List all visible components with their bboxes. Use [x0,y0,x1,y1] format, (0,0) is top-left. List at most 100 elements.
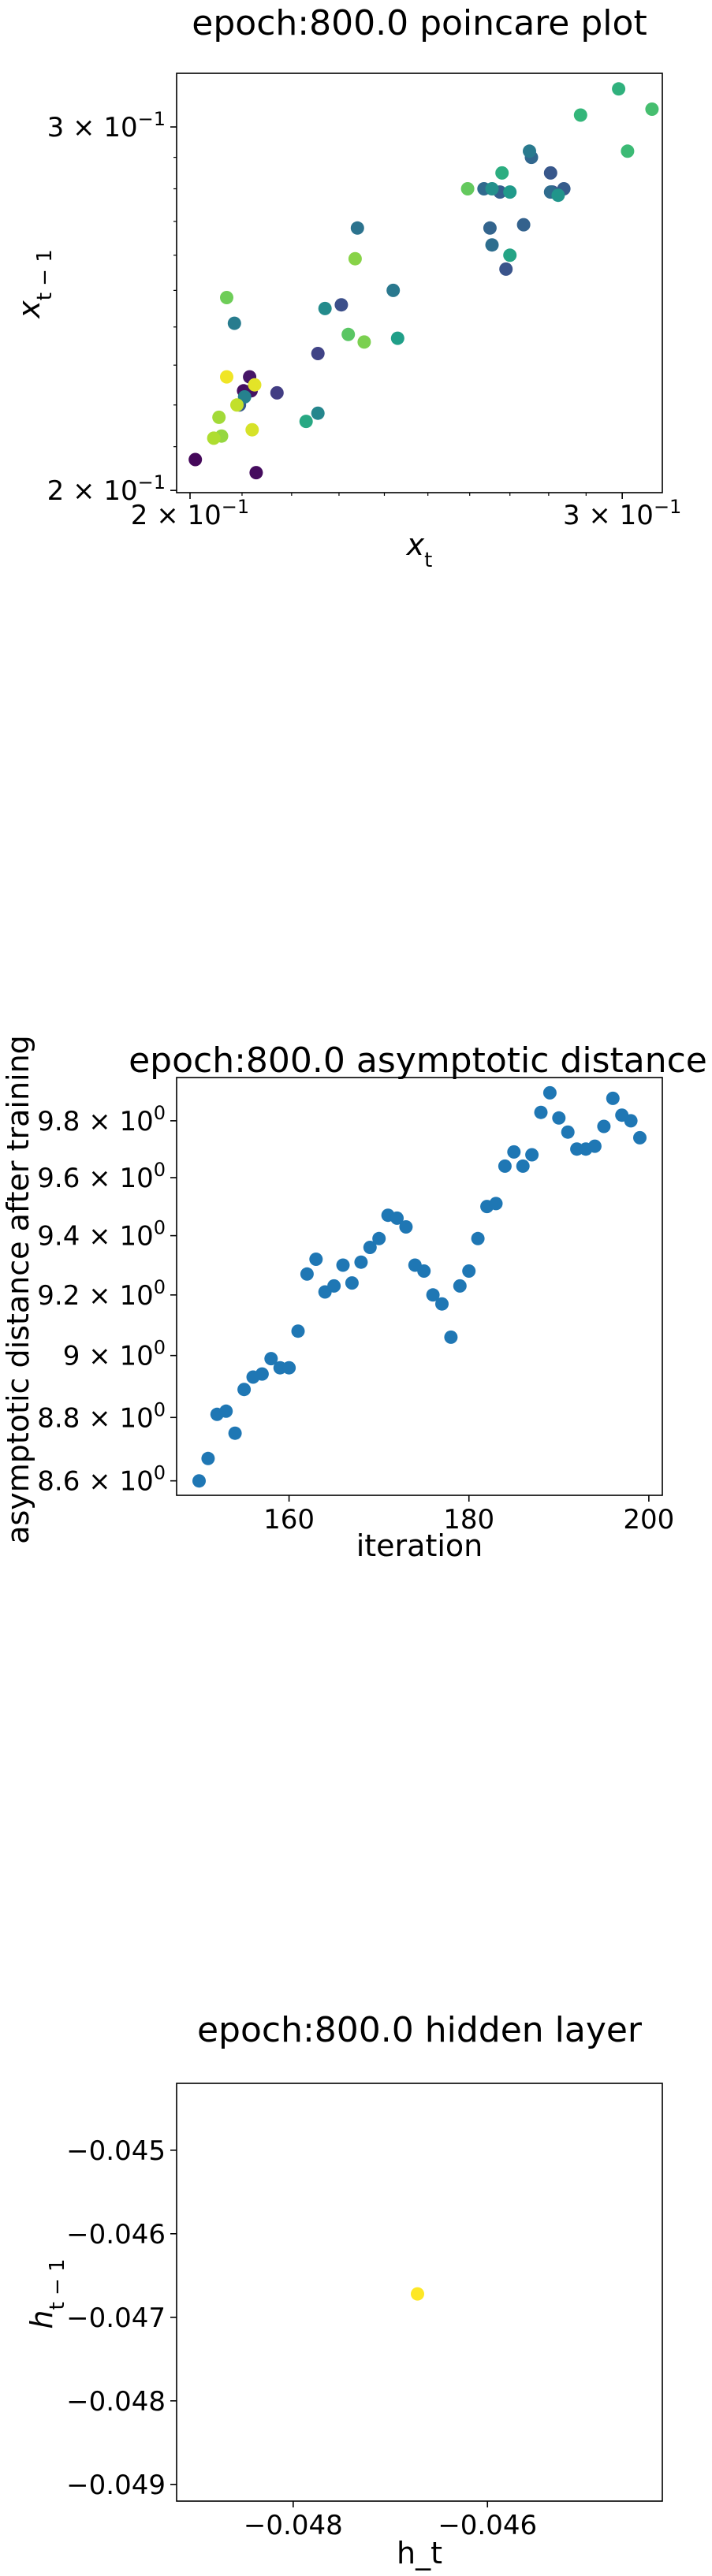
distance-point [453,1279,467,1293]
poincare-point [390,331,404,345]
distance-point [516,1159,530,1173]
distance-point [534,1105,548,1119]
poincare-point [334,298,349,312]
poincare-point [543,166,557,180]
asymptotic-distance-plot: epoch:800.0 asymptotic distance 160 180 20… [1,1035,707,1563]
poincare-point [311,347,325,360]
distance-point [219,1404,233,1418]
poincare-plot-frame [176,73,663,493]
asymptotic-distance-title: epoch:800.0 asymptotic distance [129,1040,707,1081]
poincare-xtick-label: 3 × 10−1 [563,496,681,531]
distance-point [633,1130,647,1145]
asymptotic-distance-axes: 160 180 200 8.6 × 100 8.8 × 100 9 × 100 9.2 × … [37,1102,674,1536]
distance-point [237,1383,252,1397]
poincare-point [503,248,517,262]
distance-point [201,1451,215,1465]
distance-point [435,1297,449,1311]
hidden-layer-xlabel: h_t [397,2536,442,2570]
hidden-xtick-label: −0.046 [438,2510,537,2541]
distance-xtick-label: 160 [263,1504,315,1536]
poincare-point [516,218,531,232]
poincare-point [460,182,475,195]
poincare-point [341,327,356,341]
distance-point [444,1330,458,1344]
poincare-point [207,431,221,445]
hidden-ytick-label: −0.047 [66,2302,166,2334]
hidden-ytick-label: −0.045 [66,2135,166,2167]
poincare-plot-ylabel: xt − 1 [12,249,57,319]
hidden-xtick-label: −0.048 [244,2510,343,2541]
distance-xtick-label: 200 [623,1504,674,1536]
poincare-point [485,182,499,195]
distance-point [336,1258,350,1272]
distance-point [291,1324,305,1338]
distance-point [228,1426,242,1440]
hidden-layer-axes: −0.048 −0.046 −0.045 −0.046 −0.047 −0.048 −0.0… [66,2135,537,2541]
distance-ytick-label: 9.6 × 100 [37,1159,166,1194]
poincare-point [348,251,362,266]
distance-point [345,1276,359,1290]
distance-point [327,1279,341,1293]
distance-point [561,1125,575,1139]
distance-ytick-label: 9.2 × 100 [37,1276,166,1312]
poincare-point [227,316,241,330]
poincare-point [230,398,244,412]
poincare-point [499,262,513,276]
distance-point [426,1288,440,1302]
distance-point [597,1119,611,1134]
poincare-point [645,102,659,116]
distance-point [606,1091,620,1105]
hidden-layer-frame [176,2083,663,2502]
poincare-point [220,370,233,384]
distance-ytick-label: 8.8 × 100 [37,1398,166,1434]
distance-point [587,1139,602,1153]
poincare-point [573,108,587,122]
poincare-point [248,378,262,392]
asymptotic-distance-frame [176,1077,663,1496]
poincare-point [318,301,332,315]
poincare-point [311,406,325,420]
distance-point [417,1264,431,1278]
poincare-point [299,415,313,429]
poincare-point [357,335,371,349]
asymptotic-distance-ylabel: asymptotic distance after training [1,1035,35,1544]
distance-point [525,1148,539,1162]
poincare-point [350,221,364,235]
distance-point [255,1367,269,1381]
distance-point [624,1114,638,1128]
poincare-plot-title: epoch:800.0 poincare plot [192,3,647,43]
distance-point [471,1231,485,1245]
poincare-point [386,283,401,297]
poincare-point [188,452,203,467]
poincare-point [621,144,635,158]
poincare-ytick-label: 3 × 10−1 [47,108,166,143]
poincare-xtick-label: 2 × 10−1 [131,496,249,531]
asymptotic-distance-xlabel: iteration [356,1528,483,1563]
distance-point [309,1253,323,1266]
hidden-layer-title: epoch:800.0 hidden layer [197,2010,643,2050]
poincare-point [270,385,284,400]
distance-point [192,1474,206,1488]
distance-xtick-label: 180 [443,1504,494,1536]
hidden-layer-points [411,2287,424,2301]
poincare-point [212,410,226,424]
poincare-point [503,185,517,199]
poincare-plot-xlabel: xt [406,527,433,572]
distance-point [282,1361,296,1375]
distance-ytick-label: 9.8 × 100 [37,1102,166,1137]
poincare-point [220,291,233,304]
poincare-point [485,238,499,252]
asymptotic-distance-points [192,1085,647,1488]
distance-point [363,1241,377,1254]
distance-point [390,1211,404,1225]
hidden-layer-ylabel: ht − 1 [24,2258,69,2328]
distance-point [300,1267,314,1281]
poincare-ytick-label: 2 × 10−1 [47,471,166,507]
hidden-layer-point [411,2287,424,2301]
distance-point [462,1264,476,1278]
distance-point [498,1159,512,1173]
poincare-point [245,423,259,437]
distance-ytick-label: 9 × 100 [63,1337,166,1372]
distance-point [507,1145,521,1159]
